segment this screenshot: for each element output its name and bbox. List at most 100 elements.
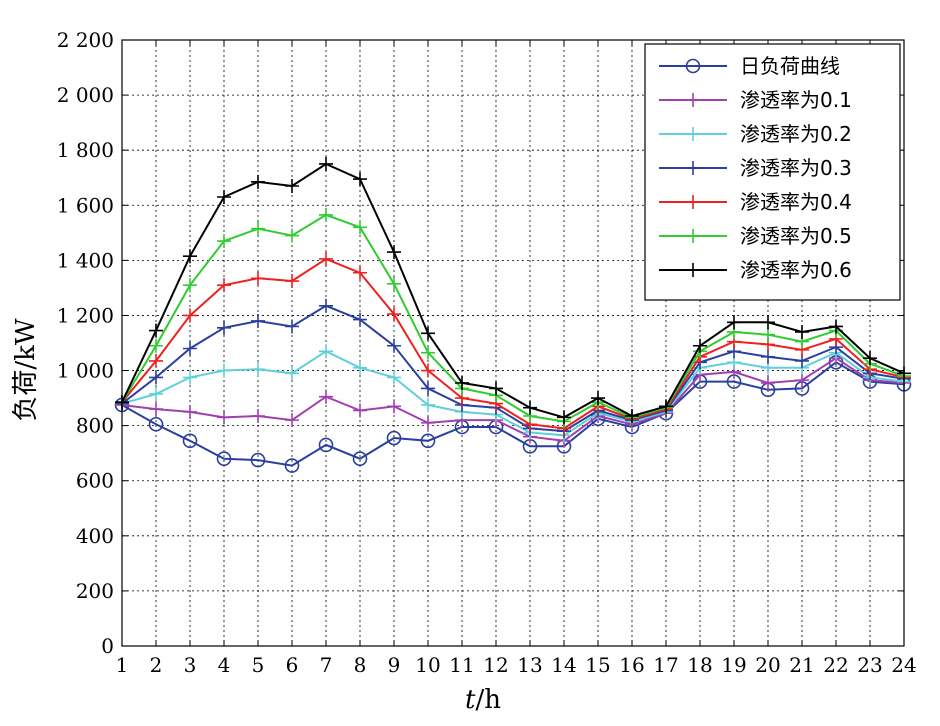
- series-point: [216, 451, 232, 466]
- y-tick-label: 1 600: [57, 193, 114, 217]
- series-point: [319, 207, 333, 222]
- series: [115, 351, 911, 448]
- series-line: [121, 213, 905, 423]
- series-point: [761, 327, 775, 342]
- x-tick-label: 4: [218, 653, 231, 677]
- series-point: [251, 271, 265, 286]
- series-point: [285, 178, 299, 193]
- x-tick-label: 8: [354, 653, 367, 677]
- series-point: [217, 234, 231, 249]
- series-point: [523, 400, 537, 415]
- x-axis-title-variable: t: [465, 685, 476, 715]
- series-point: [795, 324, 809, 339]
- series-point: [686, 229, 700, 243]
- series-point: [761, 349, 775, 364]
- x-tick-label: 9: [388, 653, 401, 677]
- series-point: [217, 363, 231, 378]
- y-tick-label: 1 000: [57, 359, 114, 383]
- y-tick-label: 1 200: [57, 303, 114, 327]
- y-tick-label: 800: [76, 414, 114, 438]
- x-tick-label: 17: [653, 653, 678, 677]
- series-point: [251, 313, 265, 328]
- series-point: [149, 386, 163, 401]
- series-point: [251, 362, 265, 377]
- x-tick-label: 22: [823, 653, 848, 677]
- series-point: [149, 402, 163, 417]
- y-tick-label: 2 000: [57, 83, 114, 107]
- series-point: [387, 338, 401, 353]
- series-point: [421, 415, 435, 430]
- series-point: [421, 326, 435, 341]
- y-axis-ticks: 0 200 400 600 800 1 000 1 200 1 400 1 600 1 800 2 …: [57, 28, 904, 658]
- series-point: [353, 312, 367, 327]
- series-point: [217, 320, 231, 335]
- x-axis-ticks: 1 2 3 4 5 6 7 8 9 10 11 12 13 14 15 16 17 18 19 20 21 22 23 24: [116, 40, 917, 677]
- x-tick-label: 20: [755, 653, 780, 677]
- legend-item: 渗透率为0.4: [659, 190, 852, 214]
- series-point: [353, 220, 367, 235]
- series-point: [591, 391, 605, 406]
- legend-label: 渗透率为0.5: [740, 224, 852, 248]
- series-point: [387, 245, 401, 260]
- y-tick-label: 600: [76, 469, 114, 493]
- x-tick-label: 10: [415, 653, 440, 677]
- y-tick-label: 1 400: [57, 248, 114, 272]
- series-point: [251, 408, 265, 423]
- legend-label: 渗透率为0.6: [740, 258, 852, 282]
- x-tick-label: 21: [789, 653, 814, 677]
- x-tick-label: 5: [252, 653, 265, 677]
- series-point: [183, 370, 197, 385]
- x-tick-label: 3: [184, 653, 197, 677]
- series-point: [319, 156, 333, 171]
- series-point: [761, 315, 775, 330]
- series-point: [353, 403, 367, 418]
- x-tick-label: 15: [585, 653, 610, 677]
- legend-item: 渗透率为0.2: [659, 122, 852, 146]
- series-point: [149, 338, 163, 353]
- series-point: [217, 278, 231, 293]
- series-point: [489, 381, 503, 396]
- series-point: [353, 360, 367, 375]
- x-tick-label: 13: [517, 653, 542, 677]
- series-point: [686, 195, 700, 209]
- series-point: [659, 399, 673, 414]
- series-point: [421, 363, 435, 378]
- legend-item: 渗透率为0.5: [659, 224, 852, 248]
- series-point: [251, 174, 265, 189]
- series-point: [319, 251, 333, 266]
- series-point: [148, 416, 164, 432]
- legend-box: [644, 43, 901, 301]
- series-point: [285, 228, 299, 243]
- series-point: [557, 410, 571, 425]
- series-line: [121, 162, 905, 419]
- series-point: [183, 278, 197, 293]
- plot-frame: [121, 39, 905, 647]
- series-line: [121, 361, 905, 467]
- legend-item: 渗透率为0.6: [659, 258, 852, 282]
- series-point: [285, 366, 299, 381]
- series-point: [387, 307, 401, 322]
- series-point: [693, 338, 707, 353]
- series-point: [421, 345, 435, 360]
- series-point: [829, 319, 843, 334]
- x-axis-title-unit: /h: [475, 685, 501, 715]
- series-point: [387, 370, 401, 385]
- x-tick-label: 7: [320, 653, 333, 677]
- legend-label: 渗透率为0.3: [740, 156, 852, 180]
- series-point: [421, 397, 435, 412]
- series-point: [217, 190, 231, 205]
- series-point: [183, 249, 197, 264]
- series-point: [285, 319, 299, 334]
- legend-label: 日负荷曲线: [740, 54, 840, 78]
- legend-label: 渗透率为0.1: [740, 88, 852, 112]
- x-tick-label: 18: [687, 653, 712, 677]
- series-point: [795, 373, 809, 388]
- x-tick-label: 6: [286, 653, 299, 677]
- series-point: [285, 274, 299, 289]
- series-point: [353, 172, 367, 187]
- series-point: [183, 404, 197, 419]
- series-point: [686, 127, 700, 141]
- series-point: [685, 58, 701, 74]
- series-point: [318, 437, 334, 453]
